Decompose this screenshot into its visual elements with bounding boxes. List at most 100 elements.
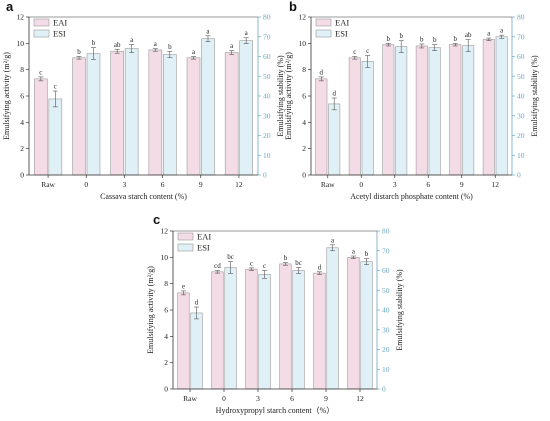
x-axis-label: Hydroxypropyl starch content（%） (216, 406, 335, 415)
error-bar-eai-9 (191, 56, 197, 60)
bar-esi-9 (326, 247, 339, 390)
error-bar-esi-12 (364, 258, 370, 265)
x-tick-label: 0 (222, 394, 226, 403)
sig-label-eai-3: c (250, 259, 253, 267)
sig-label-eai-6: b (420, 35, 424, 43)
y-tick-label-right: 80 (517, 13, 525, 22)
error-bar-esi-3 (129, 44, 135, 53)
y-tick-label-left: 6 (302, 92, 306, 101)
y-axis-label-right: Emulsifying stability (%) (276, 55, 285, 137)
y-tick-label-right: 60 (382, 266, 390, 275)
x-tick-label: 12 (235, 180, 243, 189)
sig-label-esi-Raw: c (54, 83, 57, 91)
x-tick-label: 12 (356, 394, 364, 403)
sig-label-eai-0: b (77, 48, 81, 56)
error-bar-esi-9 (205, 35, 211, 42)
sig-label-eai-9: a (192, 48, 196, 56)
y-tick-label-right: 10 (263, 151, 271, 160)
bar-esi-Raw (328, 103, 341, 176)
sig-label-esi-12: b (365, 250, 369, 258)
error-bar-esi-Raw (331, 97, 337, 111)
error-bar-eai-3 (385, 43, 391, 47)
y-tick-label-right: 40 (382, 306, 390, 315)
sig-label-esi-Raw: d (195, 299, 199, 307)
sig-label-eai-0: cd (214, 262, 221, 270)
error-bar-esi-0 (228, 261, 234, 274)
y-tick-label-left: 12 (299, 13, 307, 22)
sig-label-esi-Raw: d (332, 89, 336, 97)
sig-label-eai-9: b (454, 35, 458, 43)
sig-label-esi-6: bc (295, 259, 302, 267)
sig-label-esi-0: c (366, 47, 369, 55)
x-tick-label: 6 (290, 394, 294, 403)
y-tick-label-right: 30 (263, 111, 271, 120)
error-bar-eai-0 (352, 56, 358, 60)
y-tick-label-right: 60 (517, 52, 525, 61)
bar-eai-0 (211, 271, 224, 390)
sig-label-eai-0: c (353, 48, 356, 56)
error-bar-esi-3 (398, 40, 404, 53)
sig-label-esi-3: b (399, 32, 403, 40)
y-axis-label-left: Emulsifying activity (m²/g) (2, 52, 11, 140)
y-tick-label-left: 8 (20, 65, 24, 74)
y-tick-label-right: 20 (382, 345, 390, 354)
panel-letter: a (6, 0, 14, 14)
y-tick-label-left: 6 (164, 306, 168, 315)
sig-label-eai-12: a (230, 42, 234, 50)
bar-eai-12 (347, 257, 360, 390)
y-tick-label-right: 50 (263, 72, 271, 81)
x-tick-label: 3 (393, 180, 397, 189)
x-tick-label: 12 (492, 180, 500, 189)
bar-eai-6 (279, 263, 292, 390)
y-tick-label-left: 12 (161, 227, 169, 236)
y-tick-label-left: 10 (299, 39, 307, 48)
bar-esi-12 (239, 40, 253, 176)
bar-eai-12 (224, 52, 239, 176)
legend-label-eai: EAI (335, 18, 349, 28)
error-bar-eai-0 (76, 56, 82, 60)
error-bar-eai-6 (152, 48, 158, 52)
bar-esi-6 (292, 270, 305, 390)
y-tick-label-right: 0 (263, 171, 267, 180)
sig-label-esi-6: b (433, 36, 437, 44)
y-tick-label-right: 80 (382, 227, 390, 236)
y-tick-label-right: 70 (382, 246, 390, 255)
error-bar-esi-9 (330, 244, 336, 252)
legend-swatch-esi (177, 243, 194, 252)
y-tick-label-right: 30 (382, 325, 390, 334)
bar-esi-0 (361, 61, 374, 176)
bar-esi-12 (360, 261, 373, 390)
y-tick-label-right: 70 (263, 32, 271, 41)
bar-eai-3 (382, 44, 395, 176)
y-tick-label-left: 8 (164, 279, 168, 288)
error-bar-esi-12 (499, 34, 505, 39)
y-tick-label-right: 10 (517, 151, 525, 160)
bar-esi-3 (395, 46, 408, 176)
y-tick-label-left: 12 (17, 13, 25, 22)
y-tick-label-right: 0 (517, 171, 521, 180)
x-tick-label: 0 (359, 180, 363, 189)
sig-label-eai-9: d (318, 263, 322, 271)
y-tick-label-left: 4 (302, 118, 306, 127)
error-bar-eai-6 (282, 262, 288, 266)
sig-label-esi-12: a (500, 27, 504, 35)
y-tick-label-right: 70 (517, 32, 525, 41)
y-tick-label-left: 6 (20, 92, 24, 101)
sig-label-esi-9: ab (465, 31, 472, 39)
legend-label-eai: EAI (53, 18, 67, 28)
y-axis-label-left: Emulsifying activity (m²/g) (284, 52, 293, 140)
bar-esi-9 (462, 45, 475, 176)
x-tick-label: 6 (426, 180, 430, 189)
y-tick-label-left: 0 (20, 171, 24, 180)
error-bar-esi-9 (465, 39, 471, 52)
y-tick-label-left: 2 (302, 144, 306, 153)
y-tick-label-right: 30 (517, 111, 525, 120)
y-tick-label-right: 20 (263, 131, 271, 140)
sig-label-esi-12: a (245, 29, 249, 37)
legend-swatch-eai (177, 232, 194, 241)
y-tick-label-left: 10 (161, 253, 169, 262)
x-tick-label: Raw (321, 180, 335, 189)
